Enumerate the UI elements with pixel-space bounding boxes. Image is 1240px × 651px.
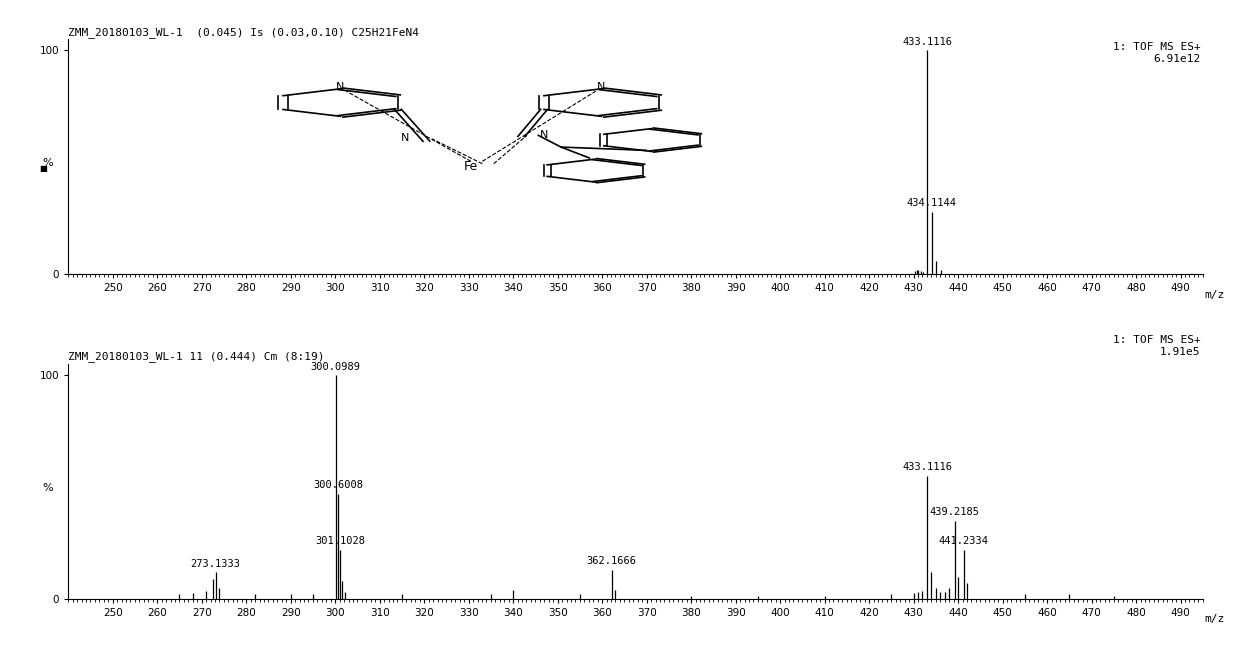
Text: 1: TOF MS ES+
1.91e5: 1: TOF MS ES+ 1.91e5 <box>1112 335 1200 357</box>
Text: 300.0989: 300.0989 <box>310 361 361 372</box>
Text: 273.1333: 273.1333 <box>191 559 241 569</box>
Text: N: N <box>401 133 409 143</box>
Text: 301.1028: 301.1028 <box>315 536 365 546</box>
Y-axis label: %: % <box>42 483 53 493</box>
Text: 434.1144: 434.1144 <box>906 198 957 208</box>
Text: ZMM_20180103_WL-1  (0.045) Is (0.03,0.10) C25H21FeN4: ZMM_20180103_WL-1 (0.045) Is (0.03,0.10)… <box>68 27 419 38</box>
Text: 433.1116: 433.1116 <box>903 462 952 473</box>
Text: m/z: m/z <box>1204 290 1224 299</box>
Text: 362.1666: 362.1666 <box>587 557 637 566</box>
Text: m/z: m/z <box>1204 614 1224 624</box>
Text: N: N <box>598 82 605 92</box>
Text: 439.2185: 439.2185 <box>930 507 980 517</box>
Text: Fe: Fe <box>464 159 479 173</box>
Y-axis label: %: % <box>42 158 53 169</box>
Text: N: N <box>539 130 548 140</box>
Text: ■: ■ <box>40 164 47 173</box>
Text: ZMM_20180103_WL-1 11 (0.444) Cm (8:19): ZMM_20180103_WL-1 11 (0.444) Cm (8:19) <box>68 352 325 363</box>
Text: 300.6008: 300.6008 <box>312 480 363 490</box>
Text: N: N <box>336 82 345 92</box>
Text: 433.1116: 433.1116 <box>903 37 952 47</box>
Text: 1: TOF MS ES+
6.91e12: 1: TOF MS ES+ 6.91e12 <box>1112 42 1200 64</box>
Text: 441.2334: 441.2334 <box>939 536 988 546</box>
